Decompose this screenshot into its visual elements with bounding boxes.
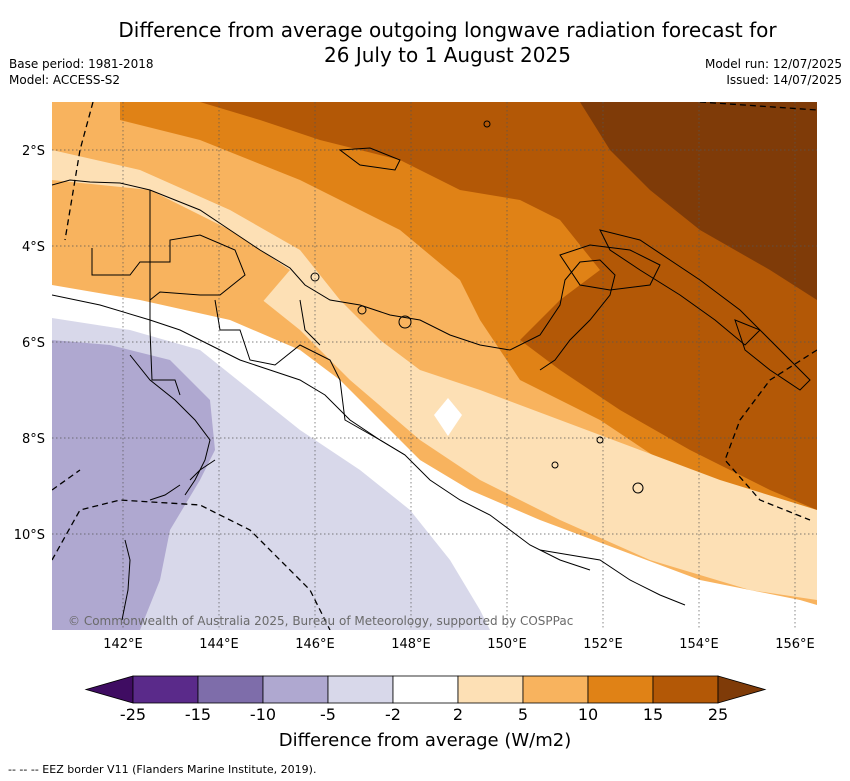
base-period: Base period: 1981-2018 [9, 57, 154, 71]
coastlines [52, 120, 811, 621]
copyright-text: © Commonwealth of Australia 2025, Bureau… [68, 614, 573, 628]
colorbar-arrow-low [84, 675, 134, 704]
lon-label: 146°E [295, 637, 335, 652]
colorbar-tick-label: 5 [517, 705, 529, 724]
anomaly-band-25-plus [580, 102, 817, 300]
lat-label: 2°S [22, 144, 45, 159]
anomaly-pocket-neutral [434, 398, 462, 436]
lat-label: 6°S [22, 336, 45, 351]
colorbar-tick-label: 10 [577, 705, 599, 724]
model-run: Model run: 12/07/2025 [704, 57, 842, 71]
colorbar-tick-label: 2 [452, 705, 464, 724]
colorbar-segment [587, 675, 654, 704]
colorbar-segment [132, 675, 199, 704]
colorbar-segment [197, 675, 264, 704]
lon-label: 142°E [103, 637, 143, 652]
lon-label: 154°E [679, 637, 719, 652]
colorbar-segment [327, 675, 394, 704]
lon-label: 152°E [583, 637, 623, 652]
colorbar-tick-label: -15 [184, 705, 212, 724]
colorbar-segment [652, 675, 719, 704]
graticule [52, 102, 817, 630]
colorbar-title: Difference from average (W/m2) [278, 730, 572, 751]
anomaly-pocket-5-10 [52, 180, 290, 305]
colorbar-tick-label: -25 [119, 705, 147, 724]
meta-right: Model run: 12/07/2025 Issued: 14/07/2025 [705, 56, 842, 88]
anomaly-band-neg5-neg10 [52, 340, 215, 630]
eez-borders [52, 102, 817, 630]
map-area: © Commonwealth of Australia 2025, Bureau… [52, 102, 817, 630]
lat-label: 8°S [22, 432, 45, 447]
eez-footnote: -- -- -- EEZ border V11 (Flanders Marine… [8, 763, 317, 776]
colorbar-segment [522, 675, 589, 704]
colorbar [84, 675, 767, 704]
anomaly-band-15-25 [200, 102, 817, 510]
colorbar-arrow-high [717, 675, 767, 704]
lat-label: 4°S [22, 240, 45, 255]
colorbar-tick-label: -10 [249, 705, 277, 724]
issued-date: Issued: 14/07/2025 [726, 73, 842, 87]
colorbar-segment [392, 675, 459, 704]
colorbar-tick-label: 25 [707, 705, 729, 724]
colorbar-segment [457, 675, 524, 704]
lon-label: 148°E [391, 637, 431, 652]
chart-title: Difference from average outgoing longwav… [0, 18, 850, 68]
lat-label: 10°S [14, 528, 45, 543]
colorbar-tick-label: -2 [385, 705, 401, 724]
model-name: Model: ACCESS-S2 [9, 73, 121, 87]
meta-left: Base period: 1981-2018 Model: ACCESS-S2 [9, 56, 154, 88]
colorbar-tick-label: 15 [642, 705, 664, 724]
lon-label: 144°E [199, 637, 239, 652]
lon-label: 150°E [487, 637, 527, 652]
title-line-1: Difference from average outgoing longwav… [118, 18, 777, 42]
colorbar-tick-label: -5 [320, 705, 336, 724]
lon-label: 156°E [775, 637, 815, 652]
title-line-2: 26 July to 1 August 2025 [324, 43, 571, 67]
colorbar-segment [262, 675, 329, 704]
